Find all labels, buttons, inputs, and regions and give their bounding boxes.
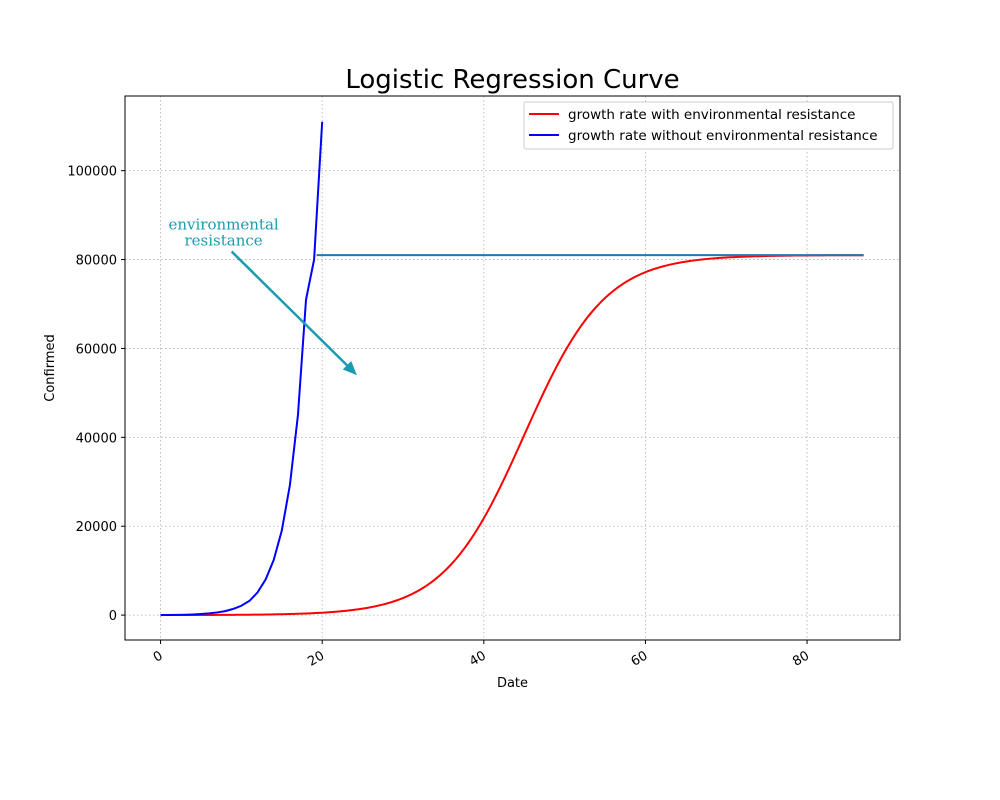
x-tick-label: 0 (151, 648, 166, 665)
legend: growth rate with environmental resistanc… (523, 101, 894, 150)
y-tick-label: 60000 (76, 342, 117, 357)
series-layer (160, 121, 864, 617)
chart-title: Logistic Regression Curve (345, 65, 679, 95)
x-tick-label: 60 (629, 648, 651, 669)
series-line-without-resistance (160, 121, 324, 617)
annotation-arrow-shaft (230, 250, 348, 367)
ticks: 0 20 40 60 80 0 20000 40000 60000 80000 100000 (67, 165, 812, 670)
legend-label-with-resistance: growth rate with environmental resistanc… (568, 107, 855, 123)
plot-frame (124, 95, 901, 641)
grid (125, 96, 900, 640)
x-tick-label: 20 (305, 648, 327, 669)
y-tick-label: 0 (109, 609, 117, 624)
y-tick-label: 100000 (67, 165, 117, 180)
x-tick-label: 80 (790, 648, 812, 669)
y-tick-label: 40000 (76, 431, 117, 446)
annotation-text-line-2: resistance (185, 231, 263, 249)
x-tick-label: 40 (467, 648, 489, 669)
y-axis-label: Confirmed (43, 334, 58, 402)
annotation-arrow-head (342, 361, 357, 376)
y-tick-label: 20000 (76, 520, 117, 535)
legend-box (523, 101, 894, 150)
legend-label-without-resistance: growth rate without environmental resist… (568, 128, 878, 144)
annotation-text-line-1: environmental (168, 215, 278, 233)
x-axis-label: Date (497, 676, 528, 691)
y-tick-label: 80000 (76, 254, 117, 269)
series-line-with-resistance (160, 254, 864, 617)
